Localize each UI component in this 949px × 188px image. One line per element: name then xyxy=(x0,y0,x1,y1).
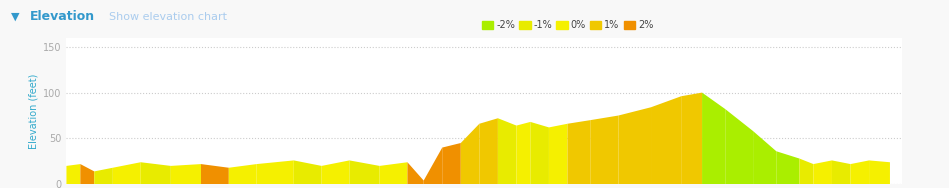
Polygon shape xyxy=(568,120,590,184)
Polygon shape xyxy=(380,162,407,184)
Polygon shape xyxy=(681,92,702,184)
Polygon shape xyxy=(113,162,140,184)
Polygon shape xyxy=(869,160,890,184)
Polygon shape xyxy=(702,92,725,184)
Polygon shape xyxy=(516,122,530,184)
Polygon shape xyxy=(407,162,423,184)
Polygon shape xyxy=(423,148,442,184)
Polygon shape xyxy=(479,118,498,184)
Text: Elevation: Elevation xyxy=(30,10,96,24)
Polygon shape xyxy=(498,118,516,184)
Polygon shape xyxy=(799,158,813,184)
Polygon shape xyxy=(349,160,380,184)
Polygon shape xyxy=(832,160,850,184)
Polygon shape xyxy=(754,131,776,184)
Polygon shape xyxy=(294,160,322,184)
Polygon shape xyxy=(530,122,549,184)
Polygon shape xyxy=(850,160,869,184)
Polygon shape xyxy=(590,115,619,184)
Polygon shape xyxy=(140,162,171,184)
Polygon shape xyxy=(256,160,294,184)
Polygon shape xyxy=(651,96,681,184)
Polygon shape xyxy=(776,151,799,184)
Polygon shape xyxy=(619,107,651,184)
Polygon shape xyxy=(725,109,754,184)
Polygon shape xyxy=(813,160,832,184)
Text: Show elevation chart: Show elevation chart xyxy=(109,12,227,22)
Polygon shape xyxy=(66,164,81,184)
Polygon shape xyxy=(229,164,256,184)
Polygon shape xyxy=(81,164,94,184)
Polygon shape xyxy=(442,143,461,184)
Polygon shape xyxy=(171,164,201,184)
Y-axis label: Elevation (feet): Elevation (feet) xyxy=(28,73,39,149)
Legend: -2%, -1%, 0%, 1%, 2%: -2%, -1%, 0%, 1%, 2% xyxy=(481,20,654,30)
Polygon shape xyxy=(201,164,229,184)
Polygon shape xyxy=(94,168,113,184)
Polygon shape xyxy=(549,124,568,184)
Polygon shape xyxy=(461,124,479,184)
Text: ▼: ▼ xyxy=(11,12,20,22)
Polygon shape xyxy=(322,160,349,184)
